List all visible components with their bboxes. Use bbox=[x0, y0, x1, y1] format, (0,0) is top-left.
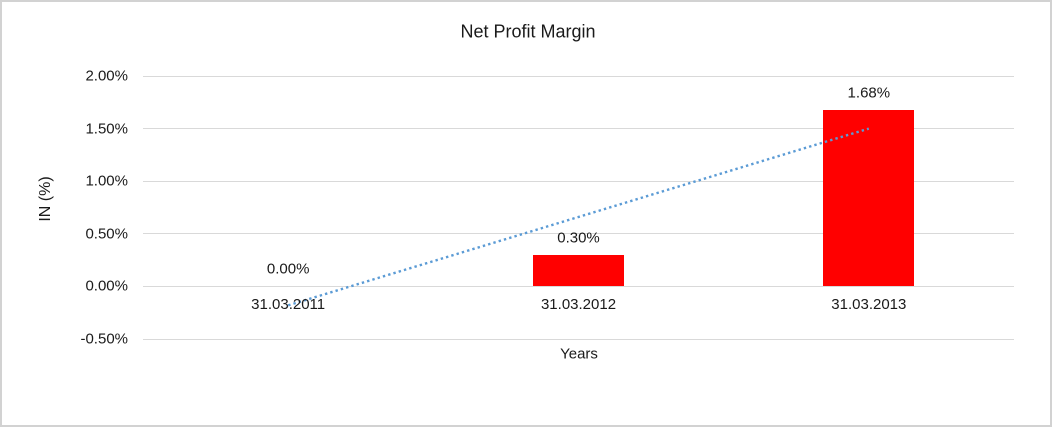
bar bbox=[823, 109, 915, 287]
y-axis-title: IN (%) bbox=[37, 176, 54, 222]
gridline bbox=[143, 338, 1014, 340]
data-label: 0.00% bbox=[266, 260, 310, 278]
y-tick-label: -0.50% bbox=[80, 330, 128, 348]
gridline bbox=[143, 128, 1014, 130]
data-label: 0.30% bbox=[557, 229, 600, 247]
chart-title: Net Profit Margin bbox=[460, 21, 596, 42]
x-axis-title: Years bbox=[560, 345, 598, 363]
data-label: 1.68% bbox=[847, 84, 891, 102]
y-tick-label: 2.00% bbox=[85, 67, 128, 85]
y-tick-label: 1.50% bbox=[85, 120, 128, 138]
gridline bbox=[143, 180, 1014, 182]
y-tick-label: 0.00% bbox=[85, 277, 128, 295]
gridline bbox=[143, 233, 1014, 235]
trendline bbox=[287, 127, 870, 307]
gridline bbox=[143, 285, 1014, 287]
bar bbox=[533, 254, 624, 287]
x-tick-label: 31.03.2013 bbox=[831, 296, 907, 314]
gridline bbox=[143, 75, 1014, 77]
x-tick-label: 31.03.2011 bbox=[251, 296, 326, 314]
y-tick-label: 0.50% bbox=[85, 225, 128, 243]
y-tick-label: 1.00% bbox=[85, 172, 128, 190]
x-tick-label: 31.03.2012 bbox=[540, 296, 617, 314]
